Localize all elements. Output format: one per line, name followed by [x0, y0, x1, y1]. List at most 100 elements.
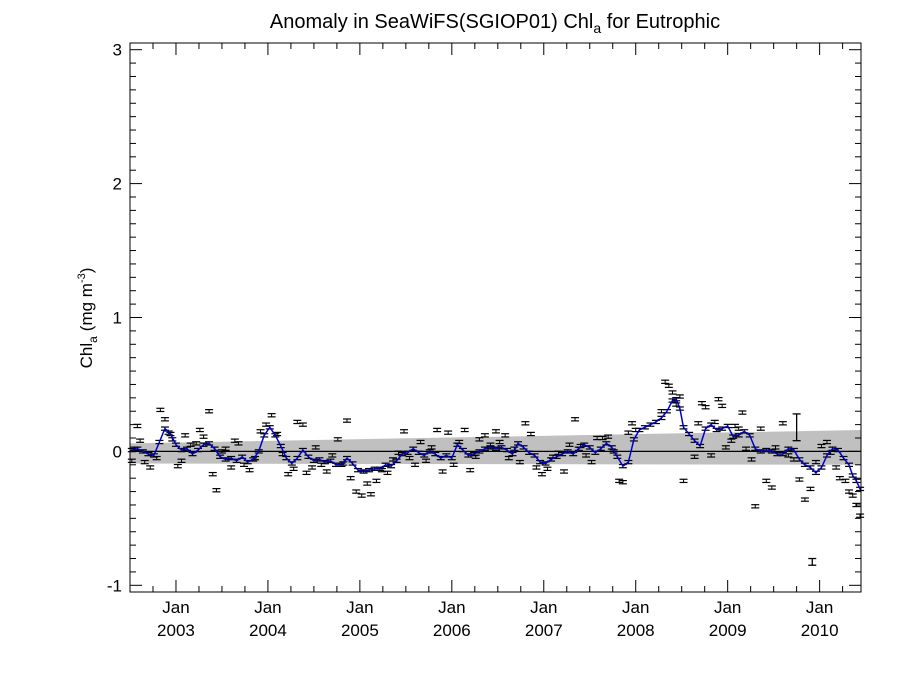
data-point [690, 454, 699, 459]
y-tick-label: 3 [113, 41, 122, 60]
data-point [701, 405, 710, 410]
x-tick-label-month: Jan [530, 598, 557, 617]
data-point [284, 471, 293, 477]
y-axis-label-subscript: a [86, 336, 100, 343]
data-point [727, 438, 736, 443]
data-point [515, 459, 524, 465]
data-point [195, 427, 204, 433]
data-point [521, 421, 530, 426]
data-point [742, 446, 751, 451]
data-point [140, 459, 149, 465]
x-tick-label-month: Jan [438, 598, 465, 617]
data-point [227, 465, 236, 470]
data-point [363, 481, 372, 486]
data-point [800, 497, 809, 502]
data-point [311, 445, 320, 450]
data-point [832, 465, 841, 470]
data-point [411, 462, 420, 467]
data-point [501, 433, 510, 438]
data-point [136, 438, 145, 443]
data-point [343, 418, 352, 423]
data-point [205, 409, 214, 414]
data-point [532, 465, 541, 470]
data-point [416, 439, 425, 445]
data-point [156, 407, 165, 413]
data-point [317, 462, 326, 467]
x-tick-label-month: Jan [254, 598, 281, 617]
y-tick-label: 0 [113, 442, 122, 461]
data-point [565, 442, 574, 447]
annotation-error-bar [808, 557, 817, 566]
data-point [738, 410, 747, 415]
data-point [346, 475, 355, 481]
y-tick-label: -1 [107, 576, 122, 595]
data-point [734, 426, 743, 431]
x-tick-label-month: Jan [714, 598, 741, 617]
data-point [526, 431, 535, 437]
data-point [751, 504, 760, 509]
chart-title-suffix: for Eutrophic [601, 11, 720, 33]
data-point [160, 417, 169, 422]
data-point [383, 470, 392, 476]
data-point [449, 462, 458, 467]
data-point [302, 470, 311, 476]
y-axis-label-main: Chl [77, 343, 96, 369]
x-tick-label-year: 2009 [709, 621, 747, 640]
data-point [208, 471, 217, 477]
data-point [856, 513, 865, 518]
data-point [624, 430, 633, 435]
data-point [756, 426, 765, 431]
data-point [427, 445, 436, 450]
data-point [433, 427, 442, 433]
data-point [657, 409, 666, 414]
data-point [668, 390, 677, 395]
data-point [127, 458, 136, 463]
data-point [582, 453, 591, 458]
data-point [366, 492, 375, 497]
x-tick-label-year: 2007 [525, 621, 563, 640]
data-point [697, 400, 706, 406]
y-axis-label-unit: (mg m [77, 283, 96, 331]
data-point [444, 430, 453, 435]
data-point [422, 458, 431, 463]
data-point [504, 455, 513, 461]
data-point [841, 478, 850, 484]
x-tick-label-year: 2010 [801, 621, 839, 640]
x-tick-label-year: 2008 [617, 621, 655, 640]
data-point [146, 465, 155, 470]
data-point [240, 462, 249, 467]
x-tick-label-month: Jan [162, 598, 189, 617]
data-point [480, 433, 489, 438]
data-point [245, 467, 254, 473]
x-tick-label-year: 2005 [341, 621, 379, 640]
y-axis-label-close: ) [77, 268, 96, 274]
data-point [679, 478, 688, 484]
data-point [571, 417, 580, 422]
data-point [186, 442, 195, 447]
series-line-layer [131, 398, 861, 490]
data-point [714, 396, 723, 402]
data-point [328, 453, 337, 458]
chart-title-main: Anomaly in SeaWiFS(SGIOP01) Chl [270, 11, 593, 33]
x-tick-label-month: Jan [806, 598, 833, 617]
data-point [762, 478, 771, 484]
data-point [475, 437, 484, 442]
data-point [598, 435, 607, 441]
data-point [262, 422, 271, 427]
chart-title: Anomaly in SeaWiFS(SGIOP01) Chla for Eut… [270, 11, 720, 36]
data-point [560, 469, 569, 474]
data-point [661, 379, 670, 384]
y-axis-label-superscript: -3 [76, 273, 88, 283]
data-point [471, 454, 480, 459]
data-point [455, 439, 464, 445]
data-point [192, 441, 201, 446]
annotation-error-bar [792, 413, 801, 442]
data-point [466, 467, 475, 473]
data-point [707, 453, 716, 458]
data-point [267, 413, 276, 418]
plot-frame [129, 42, 862, 593]
y-tick-label: 1 [113, 309, 122, 328]
data-point [495, 439, 504, 445]
data-point [322, 469, 331, 474]
